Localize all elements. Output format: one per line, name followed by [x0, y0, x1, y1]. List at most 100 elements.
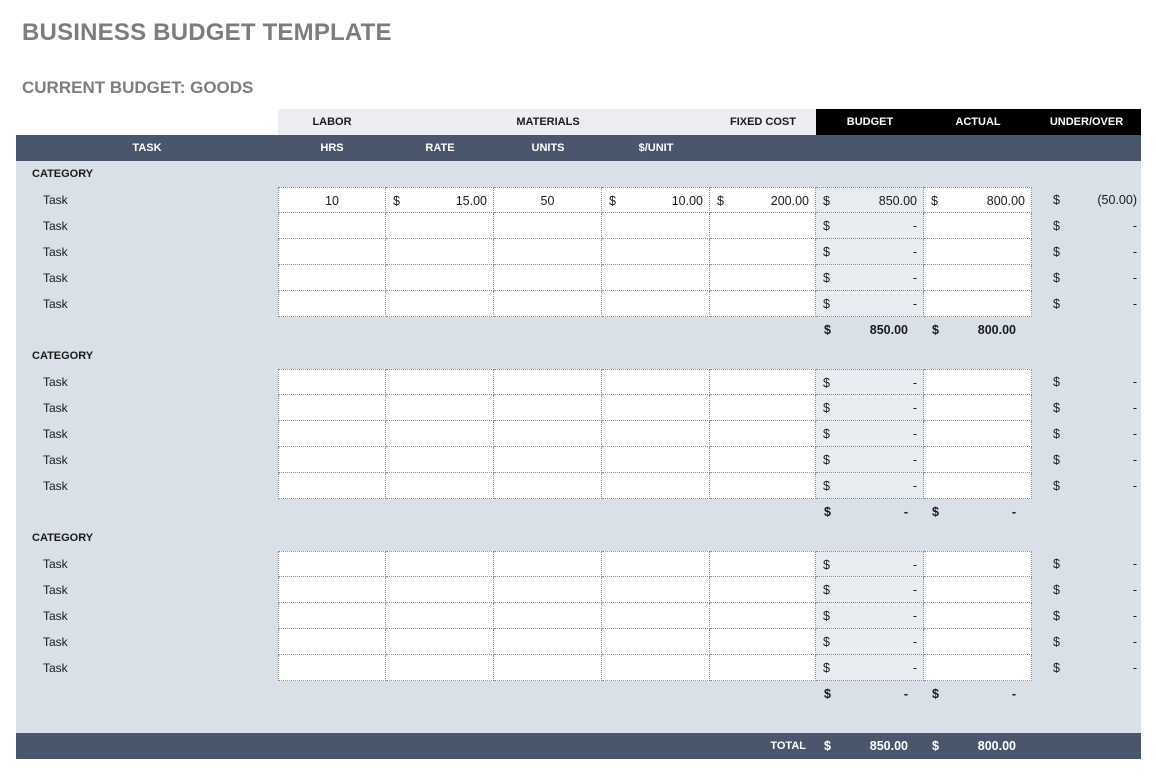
- hrs-cell[interactable]: [278, 291, 386, 317]
- actual-cell[interactable]: [924, 655, 1032, 681]
- fixed-cell[interactable]: [710, 629, 816, 655]
- rate-cell[interactable]: [386, 239, 494, 265]
- units-cell[interactable]: [494, 395, 602, 421]
- fixed-cell[interactable]: [710, 577, 816, 603]
- per-unit-cell[interactable]: [602, 603, 710, 629]
- hrs-cell[interactable]: [278, 603, 386, 629]
- hrs-cell[interactable]: [278, 213, 386, 239]
- hrs-cell[interactable]: [278, 577, 386, 603]
- per-unit-cell[interactable]: $10.00: [602, 187, 710, 213]
- hrs-cell[interactable]: [278, 551, 386, 577]
- actual-cell[interactable]: [924, 395, 1032, 421]
- fixed-cell[interactable]: [710, 369, 816, 395]
- rate-cell[interactable]: [386, 291, 494, 317]
- per-unit-cell[interactable]: [602, 577, 710, 603]
- units-cell[interactable]: [494, 551, 602, 577]
- per-unit-cell[interactable]: [602, 369, 710, 395]
- per-unit-cell[interactable]: [602, 291, 710, 317]
- rate-cell[interactable]: [386, 213, 494, 239]
- currency-symbol: $: [932, 323, 939, 337]
- units-cell[interactable]: 50: [494, 187, 602, 213]
- actual-cell[interactable]: [924, 473, 1032, 499]
- units-value: 50: [540, 194, 555, 208]
- hrs-cell[interactable]: 10: [278, 187, 386, 213]
- fixed-cell[interactable]: [710, 603, 816, 629]
- hrs-cell[interactable]: [278, 655, 386, 681]
- rate-cell[interactable]: [386, 395, 494, 421]
- budget-cell: $ -: [816, 629, 924, 655]
- per-unit-cell[interactable]: [602, 213, 710, 239]
- hrs-cell[interactable]: [278, 395, 386, 421]
- rate-cell[interactable]: [386, 421, 494, 447]
- fixed-cell[interactable]: [710, 239, 816, 265]
- fixed-cell[interactable]: [710, 265, 816, 291]
- rate-cell[interactable]: [386, 265, 494, 291]
- per-unit-cell[interactable]: [602, 473, 710, 499]
- fixed-cell[interactable]: [710, 421, 816, 447]
- hrs-cell[interactable]: [278, 239, 386, 265]
- actual-cell[interactable]: [924, 551, 1032, 577]
- per-unit-cell[interactable]: [602, 655, 710, 681]
- budget-cell: $ -: [816, 265, 924, 291]
- actual-cell[interactable]: [924, 239, 1032, 265]
- actual-cell[interactable]: [924, 447, 1032, 473]
- fixed-cell[interactable]: [710, 551, 816, 577]
- actual-cell[interactable]: [924, 421, 1032, 447]
- actual-cell[interactable]: [924, 629, 1032, 655]
- units-cell[interactable]: [494, 629, 602, 655]
- under-over-value: (50.00): [1097, 193, 1137, 207]
- fixed-cell[interactable]: [710, 291, 816, 317]
- units-cell[interactable]: [494, 603, 602, 629]
- units-cell[interactable]: [494, 239, 602, 265]
- hrs-cell[interactable]: [278, 629, 386, 655]
- units-cell[interactable]: [494, 213, 602, 239]
- units-cell[interactable]: [494, 577, 602, 603]
- per-unit-cell[interactable]: [602, 629, 710, 655]
- budget-cell: $ -: [816, 603, 924, 629]
- currency-symbol: $: [1053, 609, 1060, 623]
- fixed-cell[interactable]: [710, 473, 816, 499]
- task-label: Task: [43, 193, 68, 207]
- hrs-cell[interactable]: [278, 421, 386, 447]
- hrs-cell[interactable]: [278, 447, 386, 473]
- units-cell[interactable]: [494, 447, 602, 473]
- actual-cell[interactable]: [924, 369, 1032, 395]
- hrs-cell[interactable]: [278, 473, 386, 499]
- rate-cell[interactable]: [386, 655, 494, 681]
- rate-cell[interactable]: [386, 629, 494, 655]
- per-unit-cell[interactable]: [602, 421, 710, 447]
- per-unit-cell[interactable]: [602, 551, 710, 577]
- hrs-cell[interactable]: [278, 265, 386, 291]
- actual-cell[interactable]: [924, 265, 1032, 291]
- rate-cell[interactable]: [386, 577, 494, 603]
- fixed-cell[interactable]: [710, 213, 816, 239]
- rate-cell[interactable]: [386, 447, 494, 473]
- rate-cell[interactable]: [386, 603, 494, 629]
- fixed-cell[interactable]: [710, 395, 816, 421]
- units-cell[interactable]: [494, 265, 602, 291]
- actual-cell[interactable]: [924, 577, 1032, 603]
- units-cell[interactable]: [494, 655, 602, 681]
- actual-cell[interactable]: [924, 213, 1032, 239]
- per-unit-cell[interactable]: [602, 265, 710, 291]
- rate-cell[interactable]: [386, 473, 494, 499]
- fixed-cell[interactable]: $200.00: [710, 187, 816, 213]
- units-cell[interactable]: [494, 369, 602, 395]
- per-unit-value: 10.00: [671, 194, 703, 208]
- units-cell[interactable]: [494, 473, 602, 499]
- per-unit-cell[interactable]: [602, 395, 710, 421]
- rate-cell[interactable]: $15.00: [386, 187, 494, 213]
- per-unit-cell[interactable]: [602, 239, 710, 265]
- fixed-cell[interactable]: [710, 447, 816, 473]
- per-unit-cell[interactable]: [602, 447, 710, 473]
- fixed-cell[interactable]: [710, 655, 816, 681]
- task-label: Task: [43, 609, 68, 623]
- actual-cell[interactable]: [924, 603, 1032, 629]
- hrs-cell[interactable]: [278, 369, 386, 395]
- units-cell[interactable]: [494, 421, 602, 447]
- units-cell[interactable]: [494, 291, 602, 317]
- rate-cell[interactable]: [386, 369, 494, 395]
- actual-cell[interactable]: [924, 291, 1032, 317]
- actual-cell[interactable]: $800.00: [924, 187, 1032, 213]
- rate-cell[interactable]: [386, 551, 494, 577]
